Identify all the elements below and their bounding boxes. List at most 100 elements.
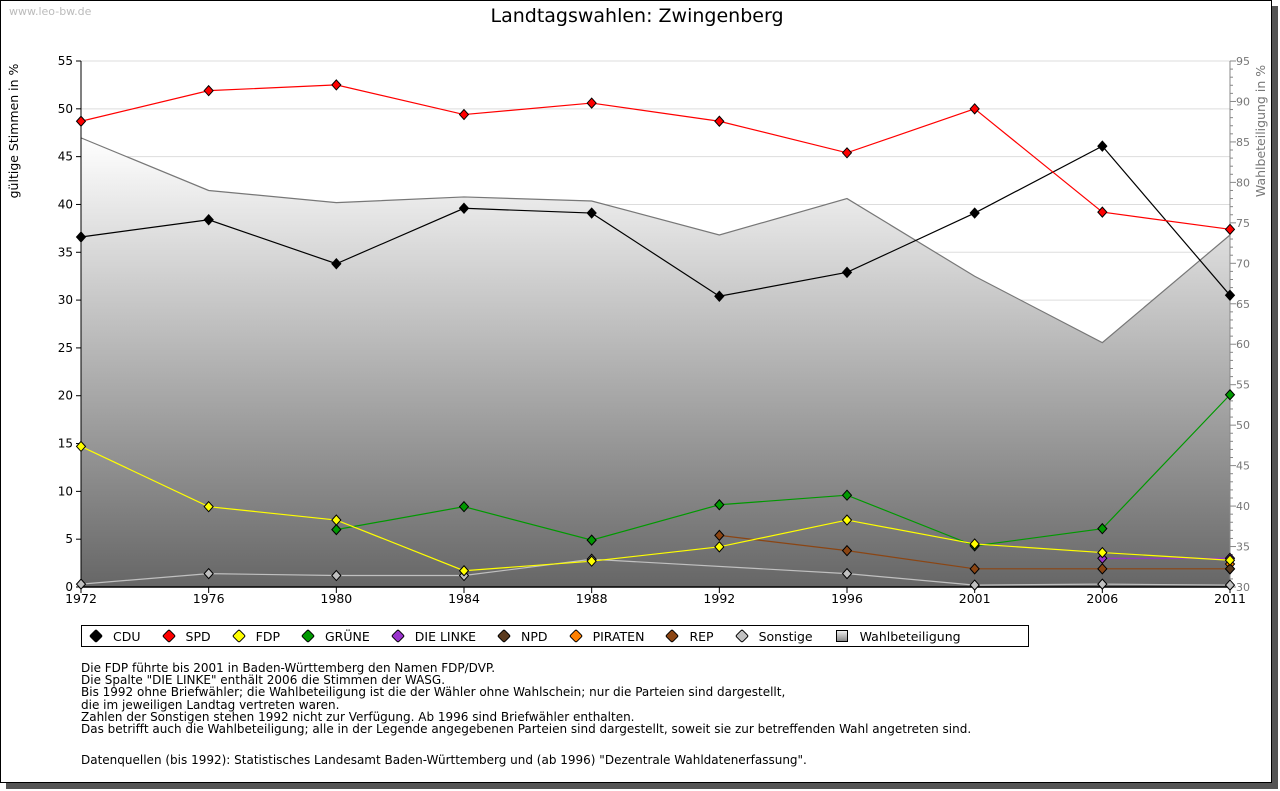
- data-point: [969, 579, 980, 591]
- data-point: [331, 258, 342, 270]
- data-point: [1224, 223, 1236, 236]
- data-point: [458, 564, 470, 577]
- x-tick-label: 1972: [65, 591, 97, 606]
- data-point: [203, 214, 214, 226]
- data-point: [586, 555, 597, 567]
- y-tick-label: 5: [65, 532, 73, 546]
- x-tick-label: 2011: [1214, 591, 1246, 606]
- legend-marker-icon: [161, 628, 176, 644]
- y2-tick-label: 45: [1236, 460, 1250, 473]
- legend-label: REP: [689, 628, 714, 644]
- legend-item: Sonstige: [734, 628, 813, 644]
- y-tick-label: 20: [58, 389, 73, 403]
- series-line-grüne: [336, 394, 1231, 547]
- data-point: [331, 569, 342, 582]
- data-point: [1097, 546, 1108, 559]
- x-tick-label: 1996: [831, 591, 863, 606]
- legend-label: CDU: [113, 628, 141, 644]
- legend-item: NPD: [496, 628, 548, 644]
- data-point: [714, 115, 725, 127]
- legend-marker-icon: [390, 628, 405, 644]
- chart-title: Landtagswahlen: Zwingenberg: [490, 5, 784, 27]
- y-tick-label: 55: [58, 54, 73, 68]
- legend-marker-icon: [568, 628, 583, 644]
- legend-item: GRÜNE: [300, 628, 370, 644]
- data-point: [969, 563, 980, 575]
- notes: Die FDP führte bis 2001 in Baden-Württem…: [81, 662, 971, 735]
- data-point: [969, 103, 980, 115]
- legend-marker-icon: [496, 628, 512, 644]
- watermark: www.leo-bw.de: [9, 5, 92, 18]
- data-point: [1097, 563, 1108, 575]
- legend-label: Wahlbeteiligung: [859, 628, 961, 644]
- legend-label: NPD: [521, 628, 548, 644]
- y-tick-label: 30: [58, 293, 73, 307]
- series-line-fdp: [80, 445, 1231, 572]
- legend-marker-icon: [300, 628, 316, 644]
- legend-item: SPD: [161, 628, 211, 644]
- data-point: [458, 108, 470, 121]
- note-line: Die FDP führte bis 2001 in Baden-Württem…: [81, 661, 496, 675]
- data-point: [714, 290, 725, 303]
- legend-marker-icon: [734, 628, 749, 644]
- data-point: [75, 115, 87, 127]
- x-tick-label: 1992: [703, 591, 735, 606]
- data-point: [841, 489, 853, 501]
- legend-area-icon: [835, 630, 848, 642]
- note-line: Die Spalte "DIE LINKE" enthält 2006 die …: [81, 673, 446, 688]
- note-line: Bis 1992 ohne Briefwähler; die Wahlbetei…: [81, 685, 786, 700]
- data-point: [1097, 522, 1108, 535]
- y-tick-label: 45: [58, 150, 73, 164]
- data-point: [1224, 554, 1236, 566]
- note-line: die im jeweiligen Landtag vertreten ware…: [81, 697, 340, 712]
- y2-tick-label: 90: [1236, 95, 1250, 108]
- y2-axis-label: Wahlbeteiligung in %: [1253, 65, 1268, 197]
- data-point: [203, 567, 214, 580]
- data-point: [1224, 563, 1236, 575]
- data-point: [586, 97, 597, 109]
- y2-tick-label: 55: [1236, 379, 1250, 392]
- y2-tick-label: 60: [1236, 338, 1250, 351]
- data-point: [1097, 140, 1108, 152]
- legend-label: Sonstige: [758, 628, 813, 644]
- legend-marker-icon: [231, 628, 246, 644]
- data-point: [331, 523, 342, 536]
- y-tick-label: 25: [58, 341, 73, 355]
- y-tick-label: 15: [58, 437, 73, 451]
- y2-tick-label: 40: [1236, 500, 1250, 513]
- y2-tick-label: 75: [1236, 217, 1250, 230]
- data-point: [841, 544, 853, 557]
- data-point: [203, 84, 214, 97]
- data-point: [75, 578, 87, 590]
- data-point: [1224, 289, 1236, 302]
- data-point: [1097, 206, 1108, 218]
- y2-tick-label: 80: [1236, 176, 1250, 189]
- data-point: [203, 500, 214, 513]
- x-tick-label: 1976: [193, 591, 225, 606]
- y2-tick-label: 50: [1236, 419, 1250, 432]
- x-tick-label: 1984: [448, 591, 480, 606]
- legend-label: GRÜNE: [324, 628, 370, 644]
- x-tick-label: 2001: [959, 591, 991, 606]
- data-point: [841, 514, 853, 526]
- data-source: Datenquellen (bis 1992): Statistisches L…: [81, 753, 807, 767]
- y2-tick-label: 65: [1236, 298, 1250, 311]
- y-tick-label: 0: [65, 580, 73, 594]
- data-point: [586, 534, 597, 546]
- y-axis-label: gültige Stimmen in %: [6, 63, 21, 198]
- legend-marker-icon: [665, 628, 680, 644]
- data-point: [75, 231, 87, 243]
- legend-marker-icon: [88, 628, 104, 644]
- data-point: [331, 514, 342, 526]
- legend-item: PIRATEN: [568, 628, 645, 644]
- legend-item: CDU: [88, 628, 141, 644]
- x-tick-label: 1988: [576, 591, 608, 606]
- y2-tick-label: 95: [1236, 55, 1250, 68]
- data-point: [714, 541, 725, 553]
- y2-tick-label: 85: [1236, 136, 1250, 149]
- legend-label: PIRATEN: [592, 628, 645, 644]
- x-tick-label: 1980: [320, 591, 352, 606]
- y2-tick-label: 35: [1236, 541, 1250, 554]
- legend-item: Wahlbeteiligung: [835, 628, 961, 644]
- y-tick-label: 50: [58, 102, 73, 116]
